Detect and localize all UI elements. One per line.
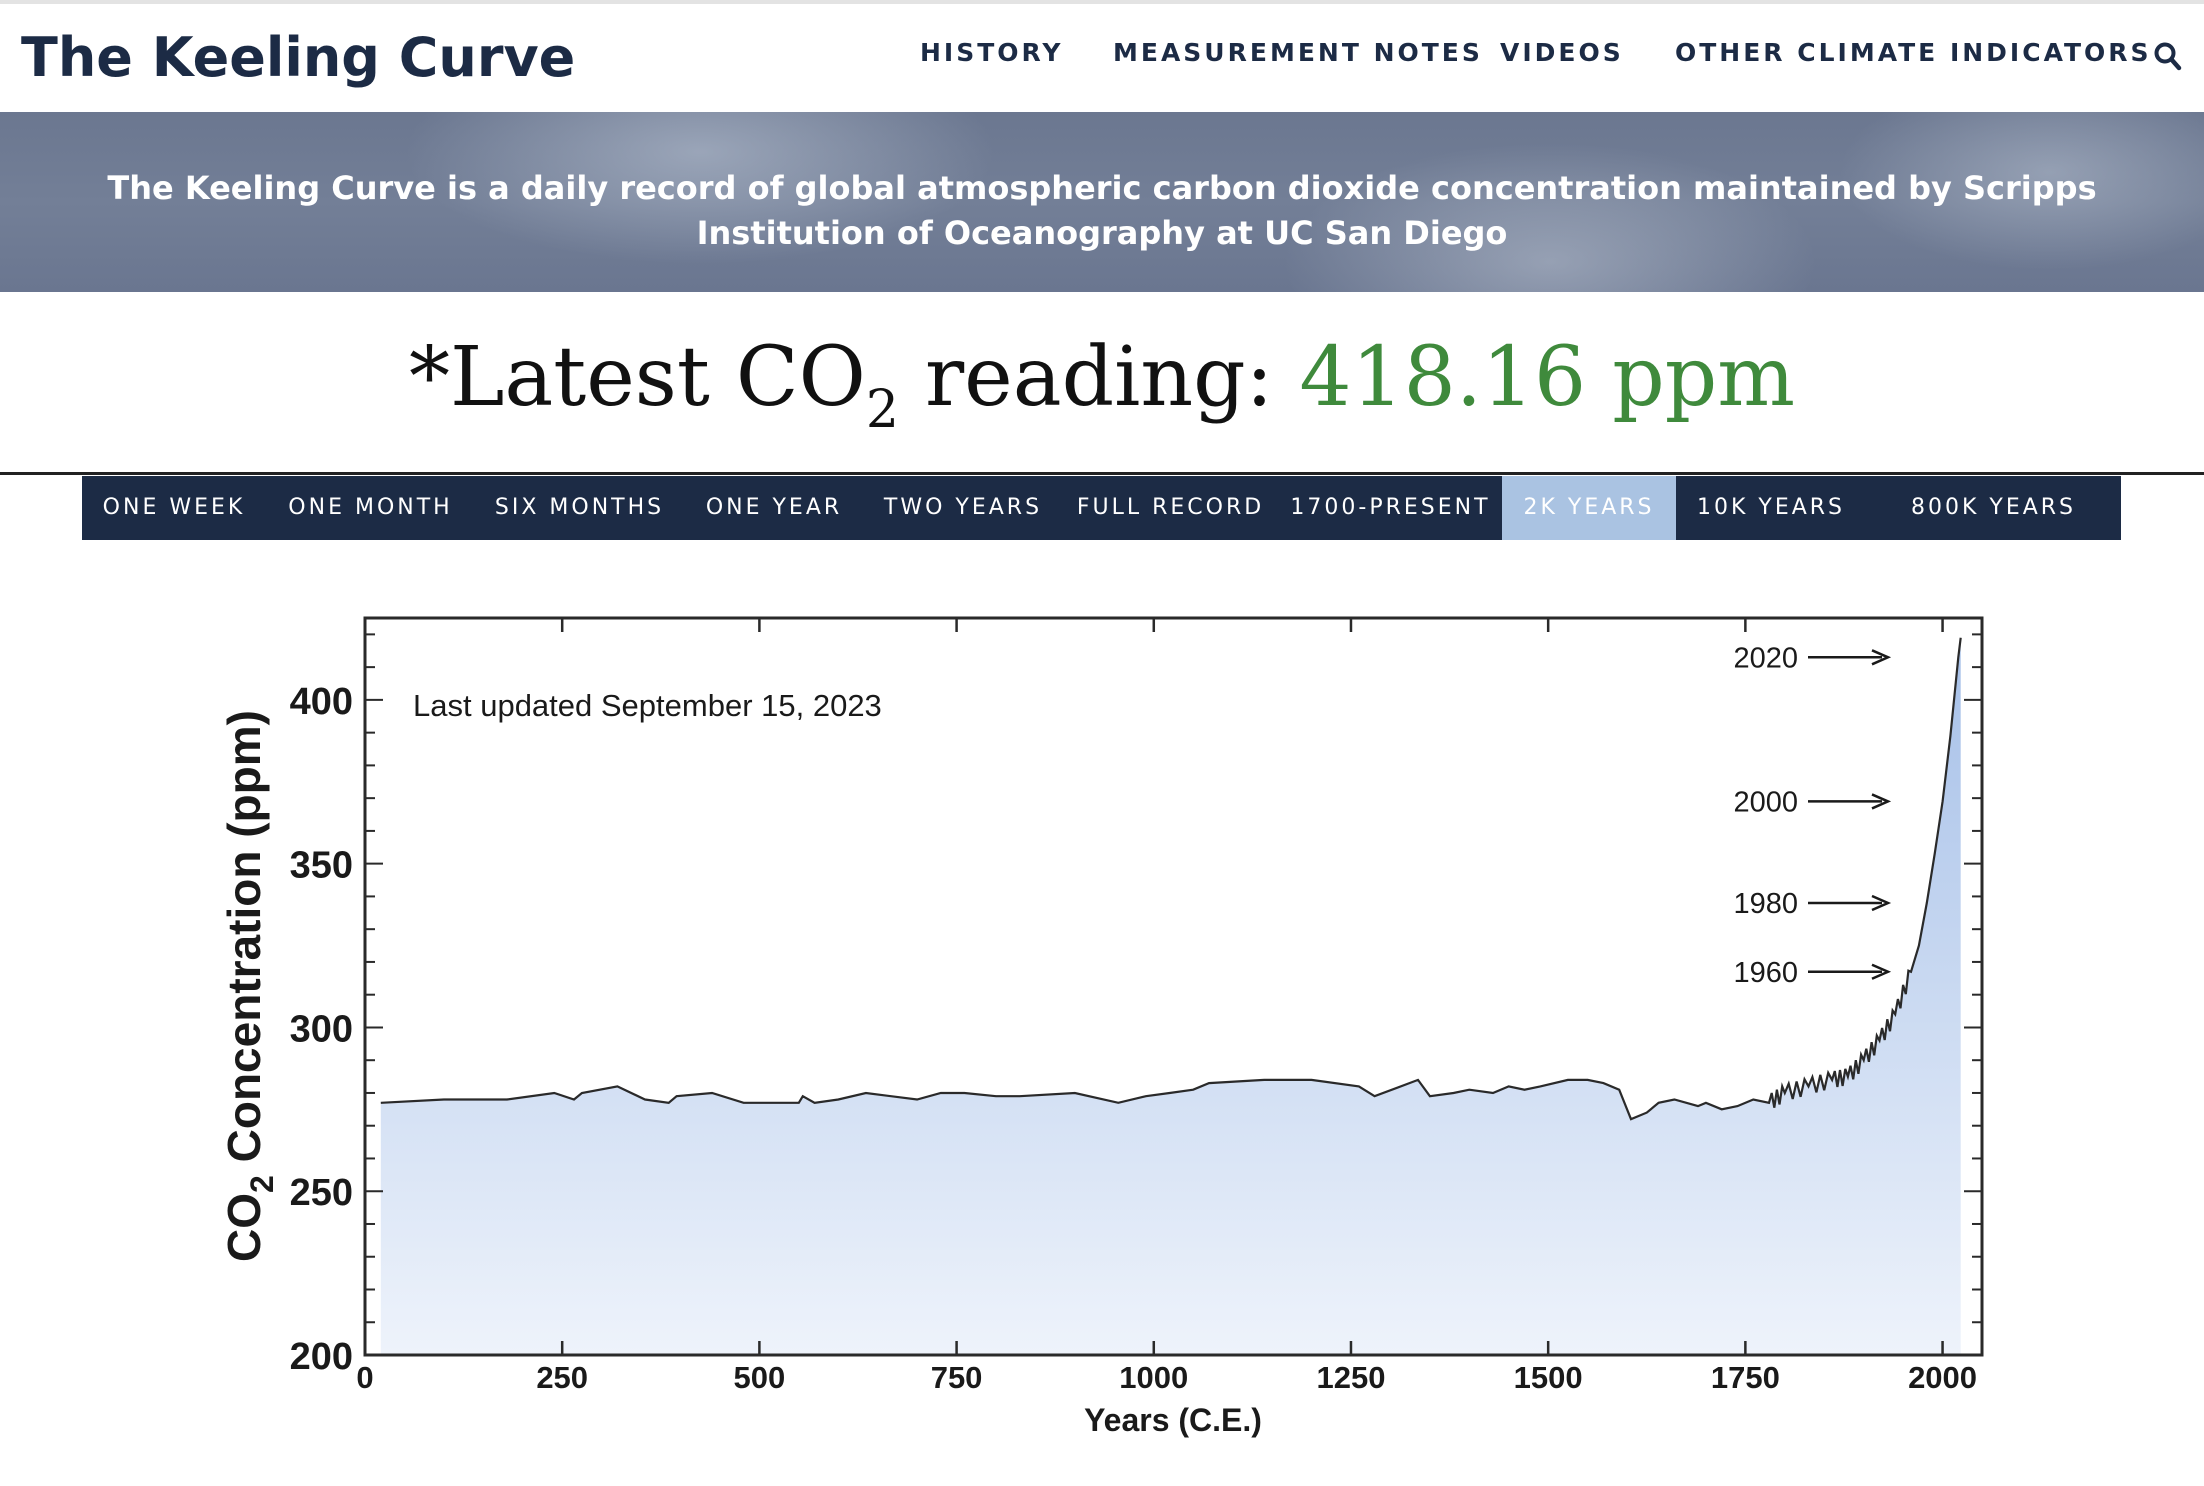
x-tick-label: 1750 bbox=[1711, 1360, 1780, 1395]
tab-800k-years[interactable]: 800K YEARS bbox=[1910, 495, 2077, 520]
reading-prefix: *Latest CO bbox=[408, 330, 866, 425]
reading-suffix: reading: bbox=[898, 330, 1300, 425]
top-border bbox=[0, 0, 2204, 4]
tab-six-months[interactable]: SIX MONTHS bbox=[494, 495, 665, 520]
reading-value: 418.16 ppm bbox=[1299, 330, 1796, 425]
y-tick-labels: 200 250 300 350 400 bbox=[290, 681, 353, 1378]
tab-one-month[interactable]: ONE MONTH bbox=[288, 495, 453, 520]
x-tick-label: 750 bbox=[931, 1360, 983, 1395]
year-arrow-annotations: 2020 2000 1980 1960 bbox=[1733, 642, 1892, 989]
banner-tagline: The Keeling Curve is a daily record of g… bbox=[107, 169, 2097, 252]
x-tick-label: 500 bbox=[734, 1360, 786, 1395]
site-title[interactable]: The Keeling Curve bbox=[21, 26, 576, 89]
tab-1700-present[interactable]: 1700-PRESENT bbox=[1290, 495, 1491, 520]
x-axis-label: Years (C.E.) bbox=[1084, 1402, 1262, 1438]
last-updated-annotation: Last updated September 15, 2023 bbox=[413, 688, 882, 723]
y-tick-label: 350 bbox=[290, 845, 353, 887]
co2-chart: 200 250 300 350 400 0 250 500 750 1000 1250 1500 17… bbox=[218, 616, 1984, 1438]
nav-measurement-notes[interactable]: MEASUREMENT NOTES bbox=[1113, 38, 1483, 67]
nav-other-climate-indicators[interactable]: OTHER CLIMATE INDICATORS bbox=[1675, 38, 2152, 67]
x-tick-label: 1250 bbox=[1316, 1360, 1385, 1395]
y-tick-label: 200 bbox=[290, 1336, 353, 1378]
search-icon[interactable] bbox=[2153, 40, 2183, 74]
reading-subscript: 2 bbox=[865, 380, 899, 440]
co2-area-fill bbox=[380, 637, 1961, 1355]
tab-full-record[interactable]: FULL RECORD bbox=[1076, 495, 1265, 520]
x-tick-label: 1000 bbox=[1119, 1360, 1188, 1395]
hero-banner: The Keeling Curve is a daily record of g… bbox=[0, 112, 2204, 292]
tab-one-year[interactable]: ONE YEAR bbox=[705, 495, 843, 520]
arrow-head bbox=[1871, 963, 1892, 980]
x-tick-label: 250 bbox=[536, 1360, 588, 1395]
latest-reading: *Latest CO2 reading: 418.16 ppm bbox=[0, 330, 2204, 436]
tab-2k-years[interactable]: 2K YEARS bbox=[1502, 476, 1676, 540]
year-arrow-label: 2000 bbox=[1733, 786, 1798, 818]
plot-frame bbox=[363, 616, 1984, 1357]
x-tick-labels: 0 250 500 750 1000 1250 1500 1750 2000 bbox=[356, 1360, 1977, 1395]
year-arrow-label: 1980 bbox=[1733, 888, 1798, 920]
time-range-tabs: ONE WEEK ONE MONTH SIX MONTHS ONE YEAR T… bbox=[82, 476, 2121, 540]
x-tick-label: 2000 bbox=[1908, 1360, 1977, 1395]
y-tick-label: 250 bbox=[290, 1172, 353, 1214]
y-tick-label: 400 bbox=[290, 681, 353, 723]
y-axis-label: CO2 Concentration (ppm) bbox=[218, 710, 280, 1262]
tab-one-week[interactable]: ONE WEEK bbox=[102, 495, 246, 520]
arrow-head bbox=[1871, 894, 1892, 912]
tab-10k-years[interactable]: 10K YEARS bbox=[1696, 495, 1846, 520]
year-arrow-label: 2020 bbox=[1733, 642, 1798, 674]
arrow-head bbox=[1871, 793, 1892, 810]
y-tick-label: 300 bbox=[290, 1008, 353, 1050]
year-arrow-label: 1960 bbox=[1733, 957, 1798, 989]
co2-series-line bbox=[380, 637, 1962, 1121]
nav-history[interactable]: HISTORY bbox=[920, 38, 1064, 67]
nav-videos[interactable]: VIDEOS bbox=[1500, 38, 1624, 67]
x-tick-label: 1500 bbox=[1514, 1360, 1583, 1395]
x-tick-label: 0 bbox=[356, 1360, 373, 1395]
tab-two-years[interactable]: TWO YEARS bbox=[883, 495, 1043, 520]
site-header: The Keeling Curve HISTORY MEASUREMENT NO… bbox=[0, 4, 2204, 112]
arrow-head bbox=[1871, 649, 1892, 666]
axis-ticks bbox=[363, 618, 1982, 1356]
divider bbox=[0, 472, 2204, 475]
